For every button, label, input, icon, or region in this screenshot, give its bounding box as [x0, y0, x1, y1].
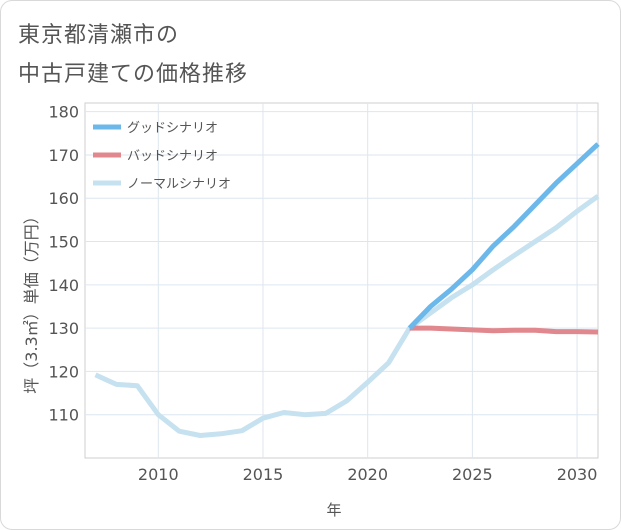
- y-tick-label: 110: [48, 406, 79, 425]
- y-tick-label: 180: [48, 103, 79, 122]
- x-tick-label: 2030: [557, 465, 598, 484]
- y-tick-label: 120: [48, 362, 79, 381]
- x-tick-label: 2025: [452, 465, 493, 484]
- plot-area: [84, 102, 599, 459]
- series-line-0: [407, 142, 600, 330]
- y-axis-label: 坪（3.3㎡）単価（万円）: [22, 208, 41, 393]
- y-tick-labels: 110 120 130 140 150 160 170 180: [48, 103, 79, 425]
- chart-title-line2: 中古戸建ての価格推移: [18, 62, 249, 87]
- grid: [85, 103, 598, 458]
- series-lines: [94, 142, 600, 438]
- x-tick-label: 2010: [138, 465, 179, 484]
- legend-label: ノーマルシナリオ: [127, 177, 231, 192]
- y-tick-label: 160: [48, 189, 79, 208]
- x-tick-labels: 2010 2015 2020 2025 2030: [138, 465, 597, 484]
- legend-label: グッドシナリオ: [127, 121, 218, 136]
- series-line-2: [94, 194, 600, 438]
- x-tick-label: 2020: [347, 465, 388, 484]
- chart-title-line1: 東京都清瀬市の: [18, 23, 180, 48]
- y-tick-label: 170: [48, 146, 79, 165]
- y-tick-label: 140: [48, 276, 79, 295]
- y-tick-label: 130: [48, 319, 79, 338]
- y-tick-label: 150: [48, 233, 79, 252]
- x-axis-label: 年: [326, 501, 341, 519]
- legend-label: バッドシナリオ: [127, 149, 218, 164]
- x-tick-label: 2015: [243, 465, 284, 484]
- series-line-1: [409, 325, 599, 335]
